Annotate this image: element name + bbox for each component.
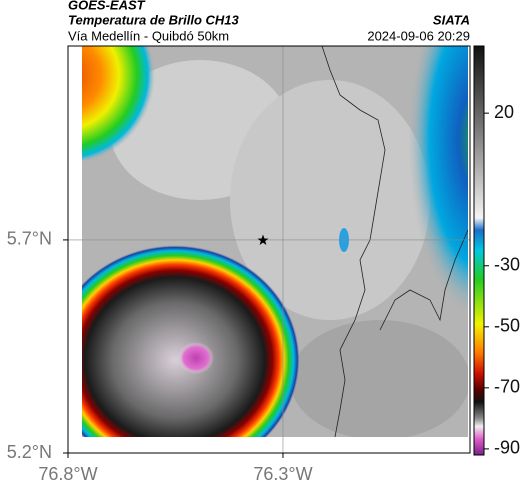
x-tick-label: 76.3°W (253, 464, 312, 484)
colorbar-tick-label: 20 (494, 102, 514, 122)
grid (68, 46, 470, 453)
map-frame (67, 45, 471, 454)
colorbar-tick-label: -30 (494, 255, 520, 275)
colorbar-tick-label: -50 (494, 316, 520, 336)
colorbar-tick-label: -70 (494, 377, 520, 397)
satellite-image (82, 46, 468, 437)
x-tick-label: 76.8°W (38, 464, 97, 484)
location-marker (257, 234, 269, 245)
colorbar-tick-label: -90 (494, 438, 520, 458)
y-tick-label: 5.2°N (7, 442, 52, 462)
colorbar (473, 45, 485, 456)
subtitle: Temperatura de Brillo CH13 (68, 12, 240, 27)
source: SIATA (433, 12, 470, 27)
y-tick-label: 5.7°N (7, 229, 52, 249)
datetime: 2024-09-06 20:29 (367, 28, 470, 43)
title: GOES-EAST (68, 0, 146, 12)
region: Vía Medellín - Quibdó 50km (68, 28, 229, 43)
